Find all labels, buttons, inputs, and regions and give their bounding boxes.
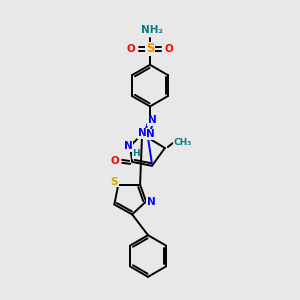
Text: N: N xyxy=(124,141,133,151)
Text: S: S xyxy=(111,177,118,187)
Text: H: H xyxy=(132,149,140,158)
Text: N: N xyxy=(148,115,156,125)
Text: O: O xyxy=(127,44,136,54)
Text: N: N xyxy=(138,128,146,138)
Text: CH₃: CH₃ xyxy=(174,138,192,147)
Text: NH₂: NH₂ xyxy=(141,25,163,35)
Text: S: S xyxy=(146,42,154,56)
Text: N: N xyxy=(146,129,154,139)
Text: O: O xyxy=(111,156,120,166)
Text: O: O xyxy=(164,44,173,54)
Text: N: N xyxy=(147,196,155,206)
